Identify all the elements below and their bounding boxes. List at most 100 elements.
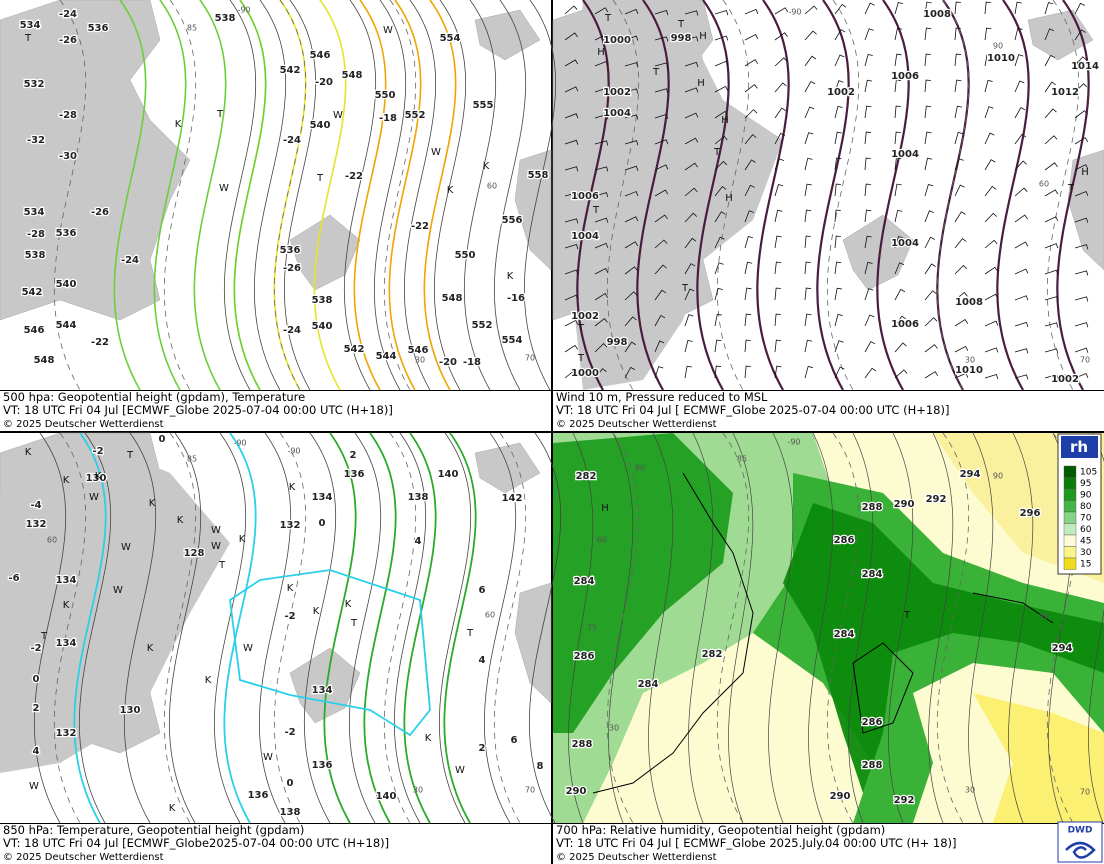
contour-line — [876, 0, 910, 391]
contour-label: 4 — [415, 536, 422, 547]
contour-label: 140 — [438, 469, 459, 480]
contour-line — [169, 432, 201, 824]
wind-barb — [684, 365, 692, 379]
contour-line — [214, 432, 246, 824]
pressure-center: H — [725, 193, 733, 204]
wind-barb — [564, 218, 579, 224]
contour-label: 138 — [408, 492, 429, 503]
contour-label: 536 — [88, 23, 109, 34]
contour-label: 558 — [528, 170, 549, 181]
graticule-label: 85 — [187, 455, 197, 464]
wind-barb — [1044, 322, 1059, 328]
legend-swatch — [1063, 500, 1077, 513]
wind-barb — [1014, 80, 1025, 93]
pressure-center: K — [63, 600, 70, 611]
contour-line — [937, 0, 969, 391]
humidity-area — [553, 433, 733, 733]
caption-copyright: © 2025 Deutscher Wetterdienst — [556, 852, 717, 863]
wind-barb — [1074, 217, 1089, 223]
wind-barb — [684, 112, 699, 119]
caption-area — [553, 391, 1104, 431]
contour-line — [164, 432, 196, 824]
wind-barb — [774, 158, 785, 171]
contour-line — [323, 432, 357, 824]
contour-label: 1010 — [955, 365, 983, 376]
pressure-center: W — [121, 542, 131, 553]
wind-barb — [564, 32, 578, 41]
contour-label: 132 — [26, 519, 47, 530]
wind-barb — [654, 88, 669, 94]
graticule-label: 60 — [485, 611, 495, 620]
contour-label: 286 — [834, 535, 855, 546]
legend-swatch — [1063, 546, 1077, 559]
caption-title: 850 hPa: Temperature, Geopotential heigh… — [3, 823, 304, 837]
wind-barb — [624, 88, 639, 94]
wind-barb — [564, 113, 579, 119]
contour-line — [434, 0, 466, 391]
wind-barb — [774, 132, 786, 145]
wind-barb — [804, 313, 812, 327]
pressure-center: T — [350, 618, 358, 629]
pressure-center: K — [95, 471, 102, 482]
contour-label: -24 — [121, 255, 139, 266]
contour-line — [607, 432, 639, 824]
contour-line — [153, 0, 187, 391]
wind-barb — [984, 373, 999, 380]
contour-label: 138 — [280, 807, 301, 818]
wind-barb — [774, 57, 788, 67]
contour-label: 542 — [344, 344, 365, 355]
wind-barb — [864, 2, 875, 15]
height-contour — [888, 432, 914, 824]
contour-label: 128 — [184, 548, 205, 559]
wind-barb — [654, 289, 667, 301]
contour-label: 1008 — [955, 297, 983, 308]
contour-line — [529, 432, 561, 824]
contour-label: -22 — [91, 337, 109, 348]
caption-title: Wind 10 m, Pressure reduced to MSL — [556, 390, 768, 404]
wind-barb — [1044, 54, 1056, 67]
contour-line — [423, 0, 457, 391]
contour-label: -20 — [439, 357, 457, 368]
pressure-center: K — [149, 498, 156, 509]
pressure-center: T — [592, 205, 600, 216]
graticule-label: 70 — [525, 786, 535, 795]
caption-title: 500 hpa: Geopotential height (gpdam), Te… — [3, 390, 305, 404]
wind-barb — [894, 183, 902, 197]
wind-barb — [774, 7, 789, 15]
wind-barb — [744, 109, 758, 119]
contour-line — [353, 0, 387, 391]
wind-barb — [564, 294, 579, 301]
wind-barb — [1014, 27, 1023, 41]
wind-barb — [744, 210, 754, 223]
pressure-center: T — [126, 450, 134, 461]
land-shape — [573, 0, 783, 390]
pressure-center: K — [483, 161, 490, 172]
wind-barb — [654, 340, 665, 353]
wind-barb — [864, 341, 876, 353]
contour-label: 538 — [25, 250, 46, 261]
contour-label: 540 — [312, 321, 333, 332]
graticule-label: 90 — [993, 42, 1003, 51]
wind-barb — [1074, 29, 1086, 41]
graticule-label: 30 — [965, 356, 975, 365]
contour-line — [54, 432, 86, 824]
graticule-label: 30 — [609, 724, 619, 733]
wind-barb — [894, 1, 904, 15]
wind-barb — [744, 134, 757, 145]
pressure-center: K — [313, 606, 320, 617]
wind-barb — [594, 61, 609, 67]
wind-barb — [924, 53, 931, 67]
wind-barb — [804, 339, 813, 353]
pressure-center: H — [1081, 167, 1089, 178]
contour-line — [259, 432, 291, 824]
wind-barb — [714, 313, 723, 327]
contour-label: 1012 — [1051, 87, 1079, 98]
pressure-center: K — [289, 482, 296, 493]
contour-label: 6 — [511, 735, 518, 746]
wind-barb — [864, 105, 872, 119]
pressure-center: W — [455, 765, 465, 776]
contour-label: 282 — [576, 471, 597, 482]
contour-label: 555 — [473, 100, 494, 111]
contour-label: -16 — [507, 293, 525, 304]
pressure-center: W — [211, 541, 221, 552]
